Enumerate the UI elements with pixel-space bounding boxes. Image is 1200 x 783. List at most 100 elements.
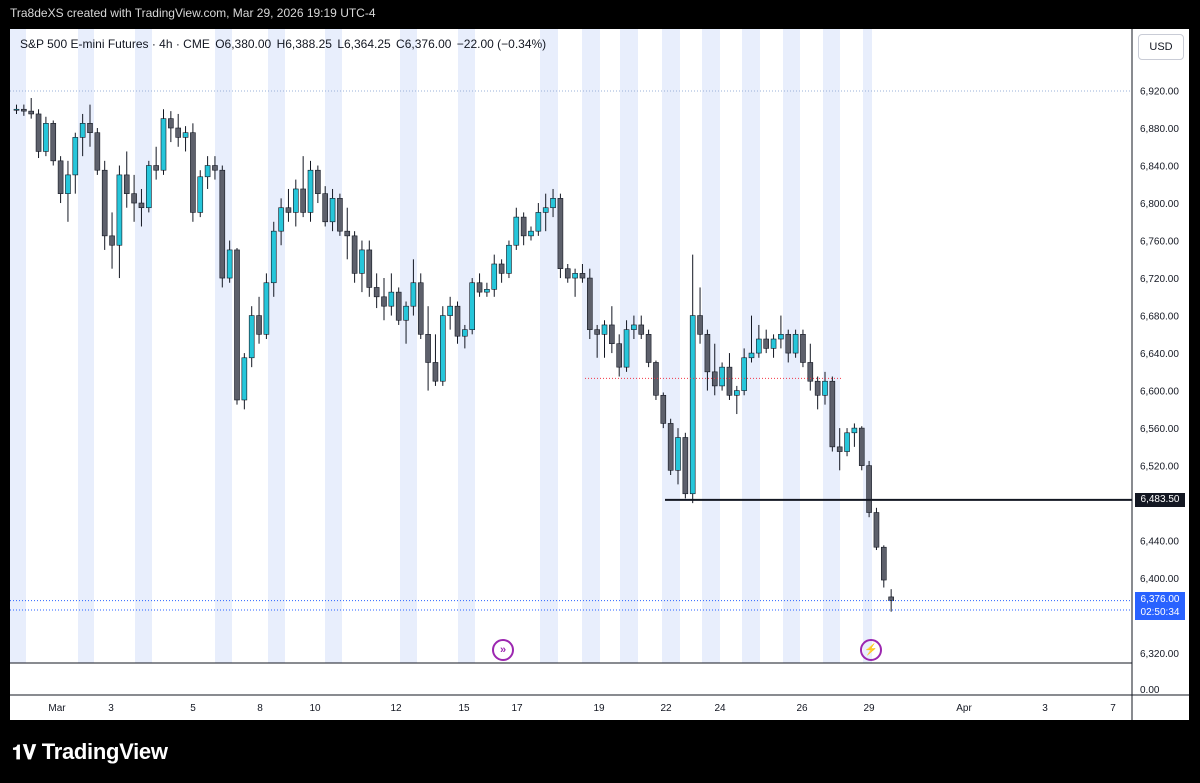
candle: [660, 392, 667, 429]
candle-body: [101, 169, 108, 237]
candle-body: [660, 394, 667, 424]
candle-body: [190, 132, 196, 213]
candle: [21, 104, 27, 116]
candlestick-chart[interactable]: 6,920.00 6,880.00 6,840.00 6,800.00 6,760.00…: [10, 29, 1189, 720]
candle-body: [564, 268, 571, 279]
currency-button[interactable]: USD: [1138, 34, 1184, 60]
candle-body: [748, 352, 755, 359]
x-axis-tick-label: 24: [714, 703, 726, 714]
y-axis-tick-label: 6,880.00: [1140, 124, 1179, 135]
session-band: [582, 29, 600, 663]
candle: [344, 207, 351, 260]
legend-open: O6,380.00: [215, 37, 272, 51]
candle: [807, 343, 814, 391]
candle-body: [160, 118, 167, 171]
candle-body: [153, 165, 159, 171]
candle: [667, 418, 674, 475]
candle: [609, 306, 615, 354]
candle-body: [263, 282, 270, 335]
lightning-event-icon[interactable]: ⚡: [860, 639, 882, 661]
candle-body: [520, 216, 527, 237]
legend-change: −22.00 (−0.34%): [456, 37, 547, 51]
candle-body: [329, 198, 336, 223]
tradingview-logo-icon: 𝟏𝐕: [12, 742, 36, 764]
symbol-legend[interactable]: S&P 500 E-mini Futures · 4h · CME O6,380…: [20, 37, 548, 51]
candle-body: [381, 296, 387, 307]
candle-body: [851, 427, 858, 434]
candle-body: [270, 230, 277, 284]
candle: [675, 428, 681, 485]
y-axis-tick-label: 6,720.00: [1140, 274, 1179, 285]
candle: [366, 240, 373, 297]
candle: [219, 165, 226, 288]
candle: [601, 320, 608, 358]
candle: [256, 296, 262, 344]
candle: [858, 426, 865, 471]
candle: [594, 324, 600, 358]
session-band: [135, 29, 152, 663]
candle: [87, 104, 93, 147]
axes: 6,920.00 6,880.00 6,840.00 6,800.00 6,760.00…: [10, 29, 1189, 720]
candle: [241, 353, 248, 410]
chart-frame[interactable]: 6,920.00 6,880.00 6,840.00 6,800.00 6,760.00…: [10, 29, 1189, 720]
candle-body: [675, 437, 681, 471]
candle: [726, 353, 733, 400]
candle: [160, 109, 167, 175]
candle: [79, 113, 86, 157]
go-to-realtime-icon[interactable]: »: [492, 639, 514, 661]
legend-close: C6,376.00: [396, 37, 452, 51]
candle: [814, 376, 821, 410]
candle-body: [307, 169, 314, 213]
candle: [763, 329, 770, 354]
candles: [13, 98, 894, 612]
candle-body: [550, 198, 556, 209]
candle: [190, 123, 196, 222]
candle: [528, 226, 534, 241]
candle-body: [87, 123, 93, 134]
candle: [822, 371, 828, 405]
session-band: [325, 29, 342, 663]
brand-name: TradingView: [41, 739, 168, 764]
candle: [572, 268, 578, 297]
candle: [704, 329, 711, 391]
tradingview-brand[interactable]: 𝟏𝐕 TradingView: [12, 739, 168, 765]
x-axis-tick-label: Apr: [956, 703, 972, 714]
candle: [851, 423, 858, 447]
x-axis-tick-label: 8: [257, 703, 263, 714]
candle: [476, 273, 483, 297]
candle: [866, 460, 872, 518]
candle: [270, 221, 277, 297]
candle: [307, 160, 314, 222]
candle: [388, 273, 395, 316]
candle: [395, 287, 402, 325]
candle-body: [623, 329, 630, 368]
candle: [278, 198, 284, 246]
candle: [800, 329, 806, 368]
legend-symbol: S&P 500 E-mini Futures · 4h · CME: [20, 37, 210, 51]
candle-body: [226, 249, 233, 279]
candle: [888, 589, 894, 612]
legend-low: L6,364.25: [337, 37, 391, 51]
candle-body: [35, 113, 42, 152]
candle: [403, 301, 409, 344]
candle: [359, 240, 365, 293]
candle-body: [594, 329, 600, 335]
candle-body: [579, 273, 586, 279]
candle: [131, 174, 137, 222]
candle-body: [123, 174, 130, 194]
candle-body: [359, 249, 365, 274]
candle-body: [601, 324, 608, 335]
candle: [645, 329, 652, 368]
candle: [535, 203, 542, 236]
candle-body: [756, 338, 762, 354]
candle: [697, 287, 703, 344]
candle: [337, 193, 343, 236]
candle: [322, 186, 329, 227]
candle-body: [28, 110, 35, 115]
candle-body: [13, 108, 20, 111]
candle-body: [256, 315, 262, 335]
candle-body: [395, 291, 402, 321]
candle-body: [175, 127, 181, 138]
candle-body: [116, 174, 123, 246]
candle: [469, 278, 476, 335]
